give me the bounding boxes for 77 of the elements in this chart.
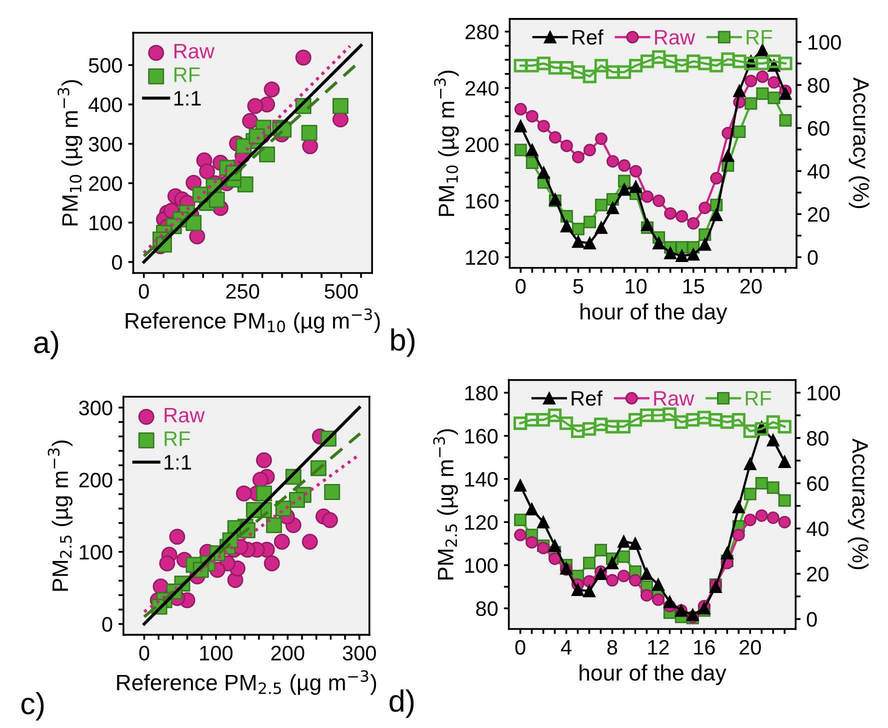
x-tick-label: 15	[683, 279, 704, 294]
y-tick-label: 140	[465, 472, 498, 487]
x-axis-title: Reference PM$_{10}$ (µg m$^{−3}$)	[126, 308, 380, 334]
y2-tick-label: 40	[807, 164, 830, 179]
legend-label: RF	[746, 30, 772, 44]
y-tick-label: 280	[466, 24, 498, 40]
x-tick-label: 4	[560, 640, 572, 655]
x-tick-label: 500	[324, 284, 358, 299]
legend-label: Raw	[654, 391, 694, 406]
y-tick-label: 200	[89, 176, 122, 191]
x-axis-title: Reference PM$_{2.5}$ (µg m$^{−3}$)	[117, 670, 376, 695]
y-tick-label: 160	[466, 194, 498, 209]
y2-tick-label: 40	[806, 522, 828, 536]
x-tick-label: 16	[694, 640, 715, 655]
y-tick-label: 100	[80, 544, 112, 560]
legend-label: 1:1	[164, 455, 191, 470]
legend-label: 1:1	[174, 91, 201, 106]
legend-label: Ref	[572, 390, 603, 406]
y-tick-label: 160	[465, 428, 498, 444]
y-tick-label: 120	[465, 515, 498, 530]
y-axis-title: PM$_{10}$ (µg m$^{−3}$)	[58, 80, 82, 226]
y-tick-label: 200	[466, 137, 498, 152]
x-tick-label: 20	[740, 640, 761, 655]
y2-axis-title: Accuracy (%)	[848, 77, 870, 208]
y-tick-label: 300	[88, 136, 122, 152]
y2-tick-label: 20	[807, 566, 828, 582]
y-tick-label: 200	[79, 472, 112, 488]
x-tick-label: 0	[516, 278, 526, 294]
y-tick-label: 180	[465, 386, 498, 400]
x-tick-label: 0	[139, 646, 150, 661]
y2-tick-label: 80	[808, 78, 830, 93]
x-tick-label: 200	[271, 646, 304, 661]
y2-tick-label: 20	[808, 207, 830, 222]
y-axis-title: PM$_{10}$ (µg m$^{−3}$)	[434, 70, 459, 216]
text: b)	[391, 328, 415, 357]
x-tick-label: 12	[648, 640, 669, 655]
y-axis-title: PM$_{2.5}$ (µg m$^{−3}$)	[48, 440, 72, 591]
text: d)	[390, 689, 414, 718]
x-tick-label: 0	[138, 284, 149, 299]
legend-label: Ref	[572, 29, 604, 45]
y-tick-label: 100	[465, 558, 498, 573]
x-tick-label: 10	[626, 278, 647, 294]
text: a)	[34, 330, 58, 360]
y2-tick-label: 100	[808, 34, 841, 50]
y-tick-label: 300	[79, 400, 112, 416]
y-tick-label: 500	[88, 58, 122, 73]
legend-label: RF	[746, 391, 772, 406]
x-tick-label: 0	[515, 640, 526, 655]
x-tick-label: 8	[607, 640, 618, 655]
x-tick-label: 5	[573, 279, 584, 294]
legend-label: Raw	[655, 30, 696, 45]
legend-label: Raw	[164, 408, 205, 422]
y2-tick-label: 60	[808, 121, 830, 136]
x-axis-title: hour of the day	[580, 664, 726, 686]
legend-label: RF	[164, 432, 190, 446]
y-tick-label: 80	[476, 601, 498, 616]
y-tick-label: 400	[88, 97, 122, 112]
y-tick-label: 240	[466, 81, 498, 96]
y-tick-label: 0	[102, 616, 112, 632]
y-tick-label: 100	[90, 216, 122, 230]
y-tick-label: 120	[466, 250, 498, 265]
x-tick-label: 250	[226, 284, 260, 299]
x-tick-label: 20	[740, 278, 762, 294]
x-tick-label: 300	[342, 646, 376, 661]
text: c)	[21, 692, 44, 720]
legend-label: RF	[174, 68, 200, 82]
legend-label: Raw	[174, 44, 215, 58]
y2-tick-label: 100	[808, 386, 840, 400]
y2-axis-title: Accuracy (%)	[848, 438, 869, 570]
x-tick-label: 100	[200, 646, 233, 661]
y2-tick-label: 0	[806, 612, 817, 627]
y2-tick-label: 60	[807, 476, 828, 491]
y2-tick-label: 0	[808, 250, 818, 265]
y-tick-label: 0	[112, 254, 122, 270]
y2-tick-label: 80	[806, 430, 828, 446]
y-axis-title: PM$_{2.5}$ (µg m$^{−3}$)	[433, 429, 458, 580]
x-axis-title: hour of the day	[580, 303, 728, 324]
